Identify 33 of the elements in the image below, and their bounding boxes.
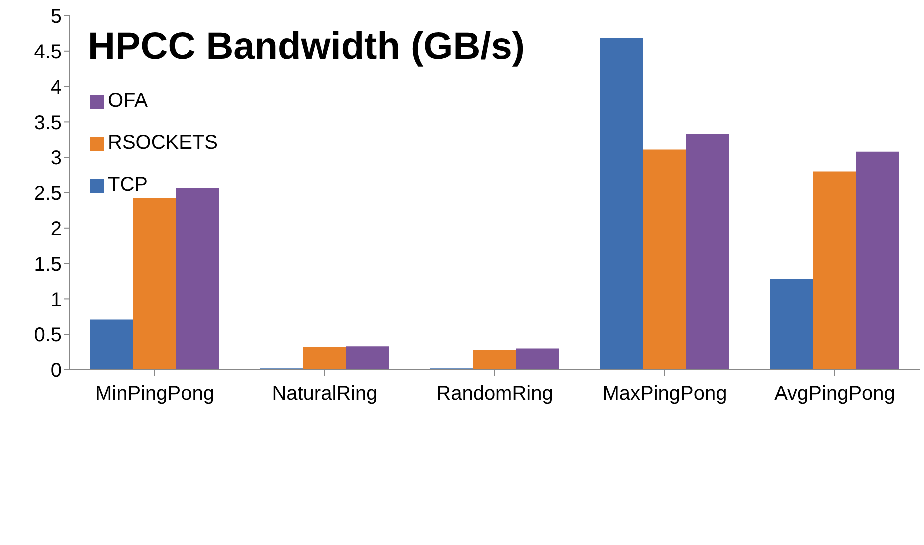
x-tick-label: NaturalRing <box>272 383 378 406</box>
x-tick-label: AvgPingPong <box>774 383 896 406</box>
y-tick-label: 1.5 <box>34 254 62 276</box>
y-tick-label: 4.5 <box>34 42 62 64</box>
y-tick-label: 5 <box>50 6 62 28</box>
chart-title: HPCC Bandwidth (GB/s) <box>88 26 525 69</box>
bar <box>516 348 560 370</box>
x-tick-label: MaxPingPong <box>602 383 728 406</box>
bar <box>643 150 686 370</box>
y-tick-label: 0.5 <box>34 324 62 347</box>
y-tick-label: 0 <box>50 360 62 382</box>
y-tick-label: 1 <box>50 289 62 312</box>
bar <box>686 134 730 370</box>
bar <box>473 350 516 370</box>
legend-label: TCP <box>108 174 148 196</box>
y-tick-label: 3 <box>50 148 62 170</box>
x-tick-label: MinPingPong <box>96 383 214 406</box>
bar <box>600 38 644 370</box>
bar <box>90 320 134 370</box>
bar <box>133 198 176 370</box>
x-tick-label: RandomRing <box>436 383 554 406</box>
legend-label: OFA <box>108 90 148 112</box>
bar <box>176 188 220 370</box>
bar <box>813 172 856 370</box>
bar <box>303 347 346 370</box>
legend-label: RSOCKETS <box>108 132 218 154</box>
bar <box>770 279 814 370</box>
y-tick-label: 2.5 <box>34 183 62 206</box>
bar <box>856 152 900 370</box>
y-tick-label: 4 <box>50 76 62 99</box>
y-tick-label: 2 <box>50 218 62 240</box>
bar <box>346 346 390 370</box>
y-tick-label: 3.5 <box>34 112 62 134</box>
